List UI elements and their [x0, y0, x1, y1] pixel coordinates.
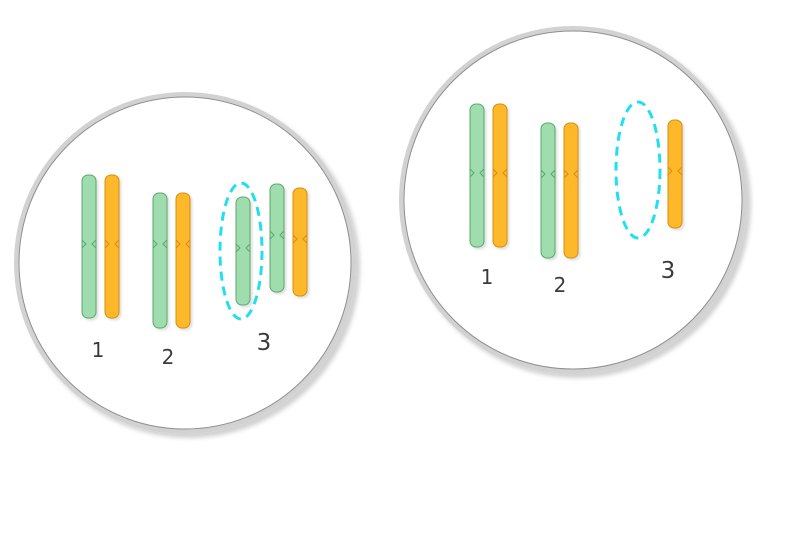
cell-left-label-3: 3	[257, 330, 272, 356]
cell-left-label-2: 2	[162, 345, 175, 369]
cell-left: 1 2 3	[14, 92, 356, 434]
cell-left-chromosome-pair-2	[152, 192, 191, 329]
highlight-ellipse-empty	[614, 100, 662, 240]
chromosome-orange	[563, 122, 579, 259]
chromosome-green	[469, 103, 485, 248]
chromosome-green	[152, 192, 168, 329]
cell-right-label-2: 2	[554, 273, 567, 297]
cell-right-chromosome-pair-1	[469, 103, 508, 248]
chromosome-green	[81, 174, 97, 319]
cell-right-chromosome-pair-2	[540, 122, 579, 259]
chromosome-orange	[292, 187, 308, 297]
cell-right-label-3: 3	[661, 258, 676, 284]
cell-right: 1 2 3	[399, 26, 747, 374]
highlight-ellipse	[218, 181, 264, 321]
cell-right-chromosome-pair-3	[614, 100, 683, 240]
chromosome-orange	[104, 174, 120, 319]
chromosome-green	[269, 183, 285, 293]
chromosome-green	[540, 122, 556, 259]
chromosome-orange	[175, 192, 191, 329]
chromosome-green-extra	[235, 196, 251, 306]
cell-left-label-1: 1	[92, 338, 105, 362]
cell-left-chromosome-pair-1	[81, 174, 120, 319]
cell-right-label-1: 1	[481, 265, 494, 289]
chromosome-orange	[667, 119, 683, 229]
cell-left-chromosome-pair-3	[218, 181, 308, 321]
chromosome-orange	[492, 103, 508, 248]
